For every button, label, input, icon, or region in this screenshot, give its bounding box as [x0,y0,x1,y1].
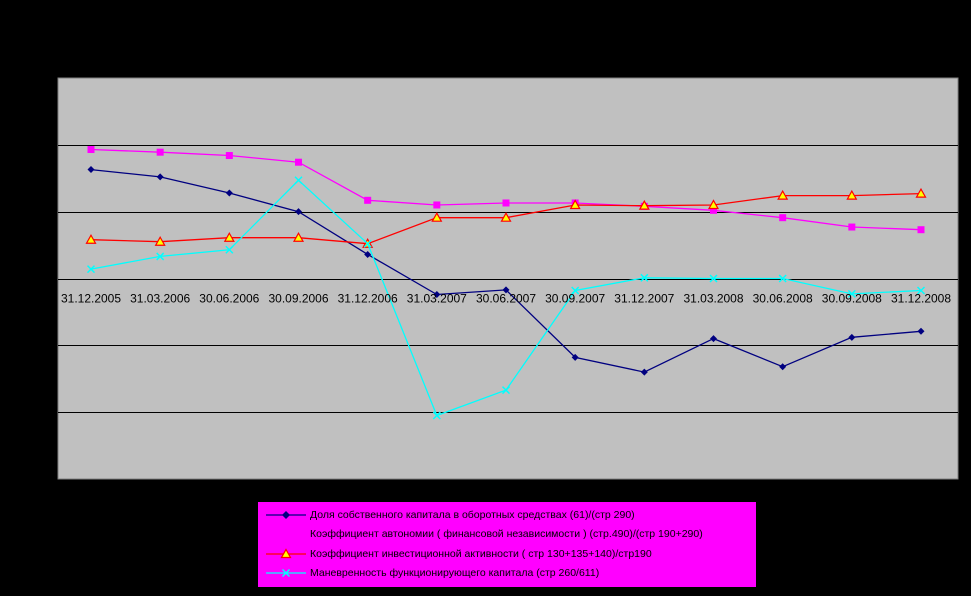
legend-label: Коэффициент инвестиционной активности ( … [310,547,652,560]
data-point [85,234,97,244]
data-point [917,226,925,234]
data-point [710,206,717,214]
legend-swatch-manevrennost-icon [266,569,306,578]
data-point [295,158,302,166]
data-point [502,286,510,294]
legend-swatch-investicionnoy-icon [266,548,306,558]
series-lines [85,146,927,420]
data-point [294,176,303,185]
x-tick-label: 31.03.2007 [407,292,467,306]
series-2 [87,146,925,234]
data-point [225,189,233,197]
data-point [501,386,511,395]
data-point [571,286,580,295]
data-point [638,199,650,210]
x-axis-tick-labels: 31.12.2005 31.03.2006 30.06.2006 30.09.2006… [61,292,951,306]
x-tick-label: 31.12.2008 [891,292,951,306]
data-point [778,274,787,283]
x-tick-label: 31.12.2006 [338,292,398,306]
data-point [225,245,234,254]
legend-item: Коэффициент инвестиционной активности ( … [264,544,756,564]
data-point [87,166,95,174]
data-point [154,236,166,246]
x-tick-label: 30.09.2007 [545,292,605,306]
data-point [363,239,372,248]
legend-item: Доля собственного капитала в оборотных с… [264,505,756,525]
data-point [846,189,858,200]
data-point [915,187,927,198]
x-tick-label: 30.09.2006 [268,292,328,306]
data-point [847,289,856,298]
legend-label: Коэффициент автономии ( финансовой незав… [310,528,703,541]
data-point [156,173,164,181]
data-point [779,214,787,222]
legend-item: Маневренность функционирующего капитала … [264,564,756,584]
x-tick-label: 30.09.2008 [822,292,882,306]
data-point [433,201,441,209]
series-1 [87,166,925,376]
data-point [156,252,165,261]
data-point [433,291,441,299]
x-tick-label: 30.06.2008 [753,292,813,306]
x-tick-label: 31.03.2006 [130,292,190,306]
x-tick-label: 31.03.2008 [683,292,743,306]
data-point [86,265,96,274]
data-point [916,286,926,295]
data-point [848,223,856,231]
plot-area [57,77,959,480]
data-point [848,333,856,341]
data-point [917,327,925,335]
data-point [364,250,372,258]
data-point [500,211,512,222]
data-point [223,232,235,242]
data-point [569,199,581,210]
data-point [777,189,789,200]
data-point [571,353,579,361]
data-point [640,273,649,282]
data-point [432,411,441,420]
legend-label: Маневренность функционирующего капитала … [310,567,600,580]
x-tick-label: 30.06.2006 [199,292,259,306]
data-point [295,208,302,216]
legend-swatch-avtonomii-icon [266,530,306,538]
data-point [709,274,718,283]
data-point [779,363,787,371]
legend-item: Коэффициент автономии ( финансовой незав… [264,525,756,545]
data-point [225,152,233,160]
x-tick-label: 31.12.2007 [614,292,674,306]
gridlines [58,145,958,413]
data-point [292,232,305,242]
data-point [156,148,164,156]
data-point [87,146,95,154]
data-point [710,335,717,343]
data-point [364,196,372,204]
x-tick-label: 31.12.2005 [61,292,121,306]
series-4 [86,176,926,420]
data-point [431,211,443,222]
legend-label: Доля собственного капитала в оборотных с… [310,508,635,521]
x-tick-label: 30.06.2007 [476,292,536,306]
data-point [640,368,648,376]
legend: Доля собственного капитала в оборотных с… [258,502,756,587]
legend-swatch-dolya-icon [266,510,306,519]
data-point [502,199,510,207]
data-point [707,199,720,210]
